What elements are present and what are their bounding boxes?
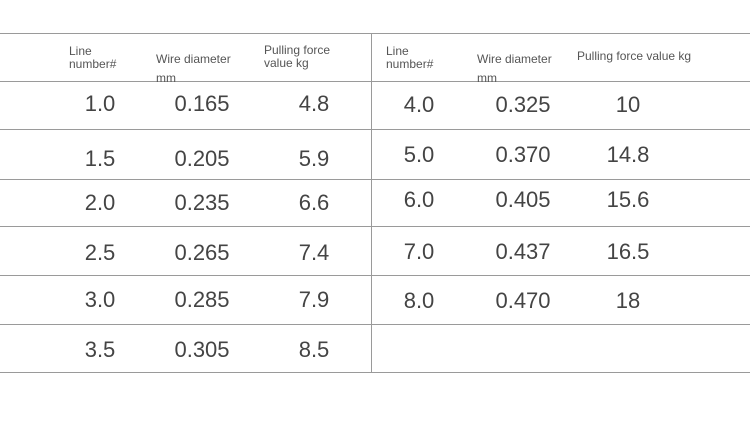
- table-cell: 1.0: [84, 91, 116, 116]
- table-cell: 6.0: [403, 187, 435, 212]
- rule: [0, 226, 750, 227]
- table-cell: 14.8: [606, 142, 650, 167]
- table-cell: 8.0: [403, 288, 435, 313]
- table-cell: 0.305: [174, 337, 230, 362]
- table-cell: 1.5: [84, 146, 116, 171]
- table-cell: 6.6: [298, 190, 330, 215]
- column-header: Pulling force value kg: [577, 49, 692, 63]
- rule: [0, 275, 750, 276]
- table-cell: 2.5: [84, 240, 116, 265]
- table-cell: 4.0: [403, 92, 435, 117]
- table-cell: 0.370: [495, 142, 551, 167]
- rule: [0, 81, 750, 82]
- column-header: Wire diameter mm: [477, 52, 552, 85]
- table-cell: 0.205: [174, 146, 230, 171]
- column-header: Line number#: [386, 44, 434, 71]
- rule: [0, 33, 750, 34]
- rule: [0, 372, 750, 373]
- table-cell: 0.325: [495, 92, 551, 117]
- table-cell: 7.4: [298, 240, 330, 265]
- table-cell: 0.285: [174, 287, 230, 312]
- rule: [0, 324, 750, 325]
- divider: [371, 33, 372, 372]
- table-cell: 0.405: [495, 187, 551, 212]
- table-cell: 3.5: [84, 337, 116, 362]
- table-cell: 7.9: [298, 287, 330, 312]
- table-cell: 10: [615, 92, 641, 117]
- column-header: Pulling force value kg: [264, 43, 331, 70]
- table-cell: 4.8: [298, 91, 330, 116]
- column-header: Line number#: [69, 44, 117, 71]
- rule: [0, 179, 750, 180]
- table-cell: 8.5: [298, 337, 330, 362]
- table-cell: 0.165: [174, 91, 230, 116]
- table-cell: 0.437: [495, 239, 551, 264]
- rule: [0, 129, 750, 130]
- table-cell: 5.9: [298, 146, 330, 171]
- table-cell: 7.0: [403, 239, 435, 264]
- table-cell: 2.0: [84, 190, 116, 215]
- table-cell: 16.5: [606, 239, 650, 264]
- table-cell: 18: [615, 288, 641, 313]
- table-cell: 15.6: [606, 187, 650, 212]
- table-cell: 3.0: [84, 287, 116, 312]
- table-cell: 0.265: [174, 240, 230, 265]
- table-cell: 0.235: [174, 190, 230, 215]
- column-header: Wire diameter mm: [156, 52, 231, 85]
- table-cell: 0.470: [495, 288, 551, 313]
- table-cell: 5.0: [403, 142, 435, 167]
